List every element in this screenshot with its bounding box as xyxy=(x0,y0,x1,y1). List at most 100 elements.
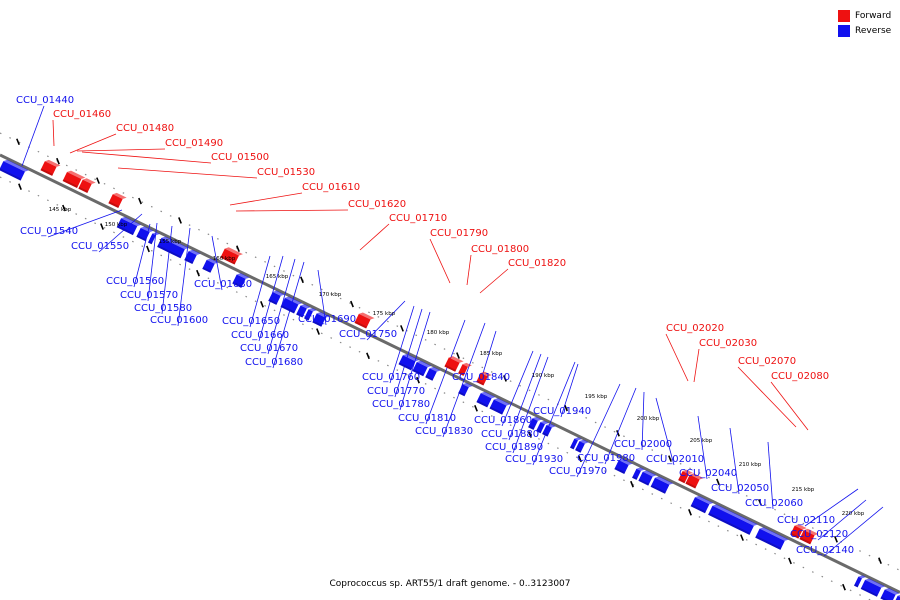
leader-line xyxy=(737,366,797,428)
gene-top-face xyxy=(66,170,86,179)
reverse-gene-block xyxy=(0,159,29,181)
gene-body xyxy=(108,194,123,209)
gene-label-ccu-01570: CCU_01570 xyxy=(120,290,178,301)
leader-line xyxy=(532,361,576,466)
reverse-gene-block xyxy=(893,594,900,600)
gene-shadow xyxy=(799,537,812,545)
gene-body xyxy=(860,579,882,597)
forward-tick xyxy=(456,352,460,359)
gene-top-face xyxy=(803,528,819,536)
forward-tick xyxy=(138,197,142,205)
forward-gene-block xyxy=(685,473,704,489)
leader-line xyxy=(442,322,486,438)
reverse-tick xyxy=(528,431,532,438)
leader-line xyxy=(804,488,859,527)
gene-label-ccu-01890: CCU_01890 xyxy=(485,442,543,453)
leader-line xyxy=(117,167,258,179)
reverse-gene-block xyxy=(575,439,589,453)
leader-line xyxy=(512,356,549,454)
gene-body xyxy=(536,422,545,434)
leader-line xyxy=(729,427,740,495)
reverse-gene-block xyxy=(458,382,473,397)
gene-body xyxy=(296,305,307,318)
gene-shadow xyxy=(489,406,503,415)
leader-line xyxy=(697,415,708,480)
gene-label-ccu-01840: CCU_01840 xyxy=(452,372,510,383)
forward-gene-block xyxy=(458,362,472,376)
gene-shadow xyxy=(638,479,650,486)
gene-label-ccu-01650: CCU_01650 xyxy=(222,316,280,327)
gene-body xyxy=(425,368,437,381)
gene-body xyxy=(893,595,900,600)
leader-line xyxy=(665,333,689,382)
reverse-gene-block xyxy=(542,423,556,437)
reverse-gene-block xyxy=(296,304,311,318)
gene-top-face xyxy=(618,458,633,465)
gene-body xyxy=(398,355,416,371)
gene-top-face xyxy=(121,216,142,227)
gene-body xyxy=(78,179,92,193)
gene-shadow xyxy=(296,312,304,318)
scale-tick-label: 180 kbp xyxy=(427,330,450,336)
reverse-gene-block xyxy=(632,467,645,480)
forward-swatch xyxy=(838,10,850,22)
legend-forward: Forward xyxy=(838,10,891,22)
gene-label-ccu-01540: CCU_01540 xyxy=(20,226,78,237)
scale-tick-label: 200 kbp xyxy=(637,416,660,422)
forward-gene-block xyxy=(220,247,239,263)
gene-top-face xyxy=(759,527,789,541)
leader-line xyxy=(69,133,117,154)
leader-line xyxy=(359,223,390,251)
gene-body xyxy=(184,251,197,265)
gene-shadow xyxy=(542,432,549,437)
gene-top-face xyxy=(272,290,285,296)
gene-label-ccu-02120: CCU_02120 xyxy=(790,529,848,540)
reverse-gene-block xyxy=(312,311,330,327)
gene-label-ccu-02070: CCU_02070 xyxy=(738,356,796,367)
gene-body xyxy=(755,528,785,550)
forward-gene-block xyxy=(444,356,464,372)
gene-top-face xyxy=(642,470,657,477)
gene-label-ccu-01940: CCU_01940 xyxy=(533,406,591,417)
leader-line xyxy=(229,192,303,206)
reverse-tick xyxy=(146,245,150,253)
leader-line xyxy=(429,238,451,284)
gene-body xyxy=(280,297,299,314)
gene-body xyxy=(458,364,468,376)
gene-label-ccu-01690: CCU_01690 xyxy=(298,314,356,325)
scale-tick-label: 175 kbp xyxy=(373,311,396,317)
forward-tick xyxy=(16,138,20,146)
leader-line xyxy=(641,391,645,451)
gene-body xyxy=(62,171,82,188)
gene-body xyxy=(489,399,507,415)
gene-shadow xyxy=(280,305,295,314)
gene-label-ccu-02010: CCU_02010 xyxy=(646,454,704,465)
reverse-gene-block xyxy=(398,353,420,371)
reverse-gene-block xyxy=(528,416,542,430)
gene-shadow xyxy=(632,475,638,480)
gene-top-face xyxy=(858,575,866,579)
reverse-gene-block xyxy=(268,290,285,305)
gene-body xyxy=(632,468,641,480)
reverse-gene-block xyxy=(536,420,549,434)
reverse-gene-block xyxy=(860,578,886,597)
gene-top-face xyxy=(429,366,441,372)
forward-gene-block xyxy=(230,251,243,265)
forward-tick xyxy=(616,430,620,437)
gene-top-face xyxy=(3,159,29,172)
gene-body xyxy=(40,161,57,176)
reverse-gene-block xyxy=(690,495,714,514)
scale-ticks xyxy=(16,138,882,591)
gene-label-ccu-01780: CCU_01780 xyxy=(372,399,430,410)
reverse-label: Reverse xyxy=(855,26,892,36)
gene-label-ccu-01600: CCU_01600 xyxy=(150,315,208,326)
gene-label-ccu-01670: CCU_01670 xyxy=(240,343,298,354)
forward-tick xyxy=(300,276,304,284)
gene-body xyxy=(854,576,862,588)
leader-line xyxy=(501,350,534,427)
leader-line xyxy=(98,213,143,253)
gene-shadow xyxy=(458,371,465,376)
gene-top-face xyxy=(316,311,330,318)
gene-top-face xyxy=(152,232,160,236)
